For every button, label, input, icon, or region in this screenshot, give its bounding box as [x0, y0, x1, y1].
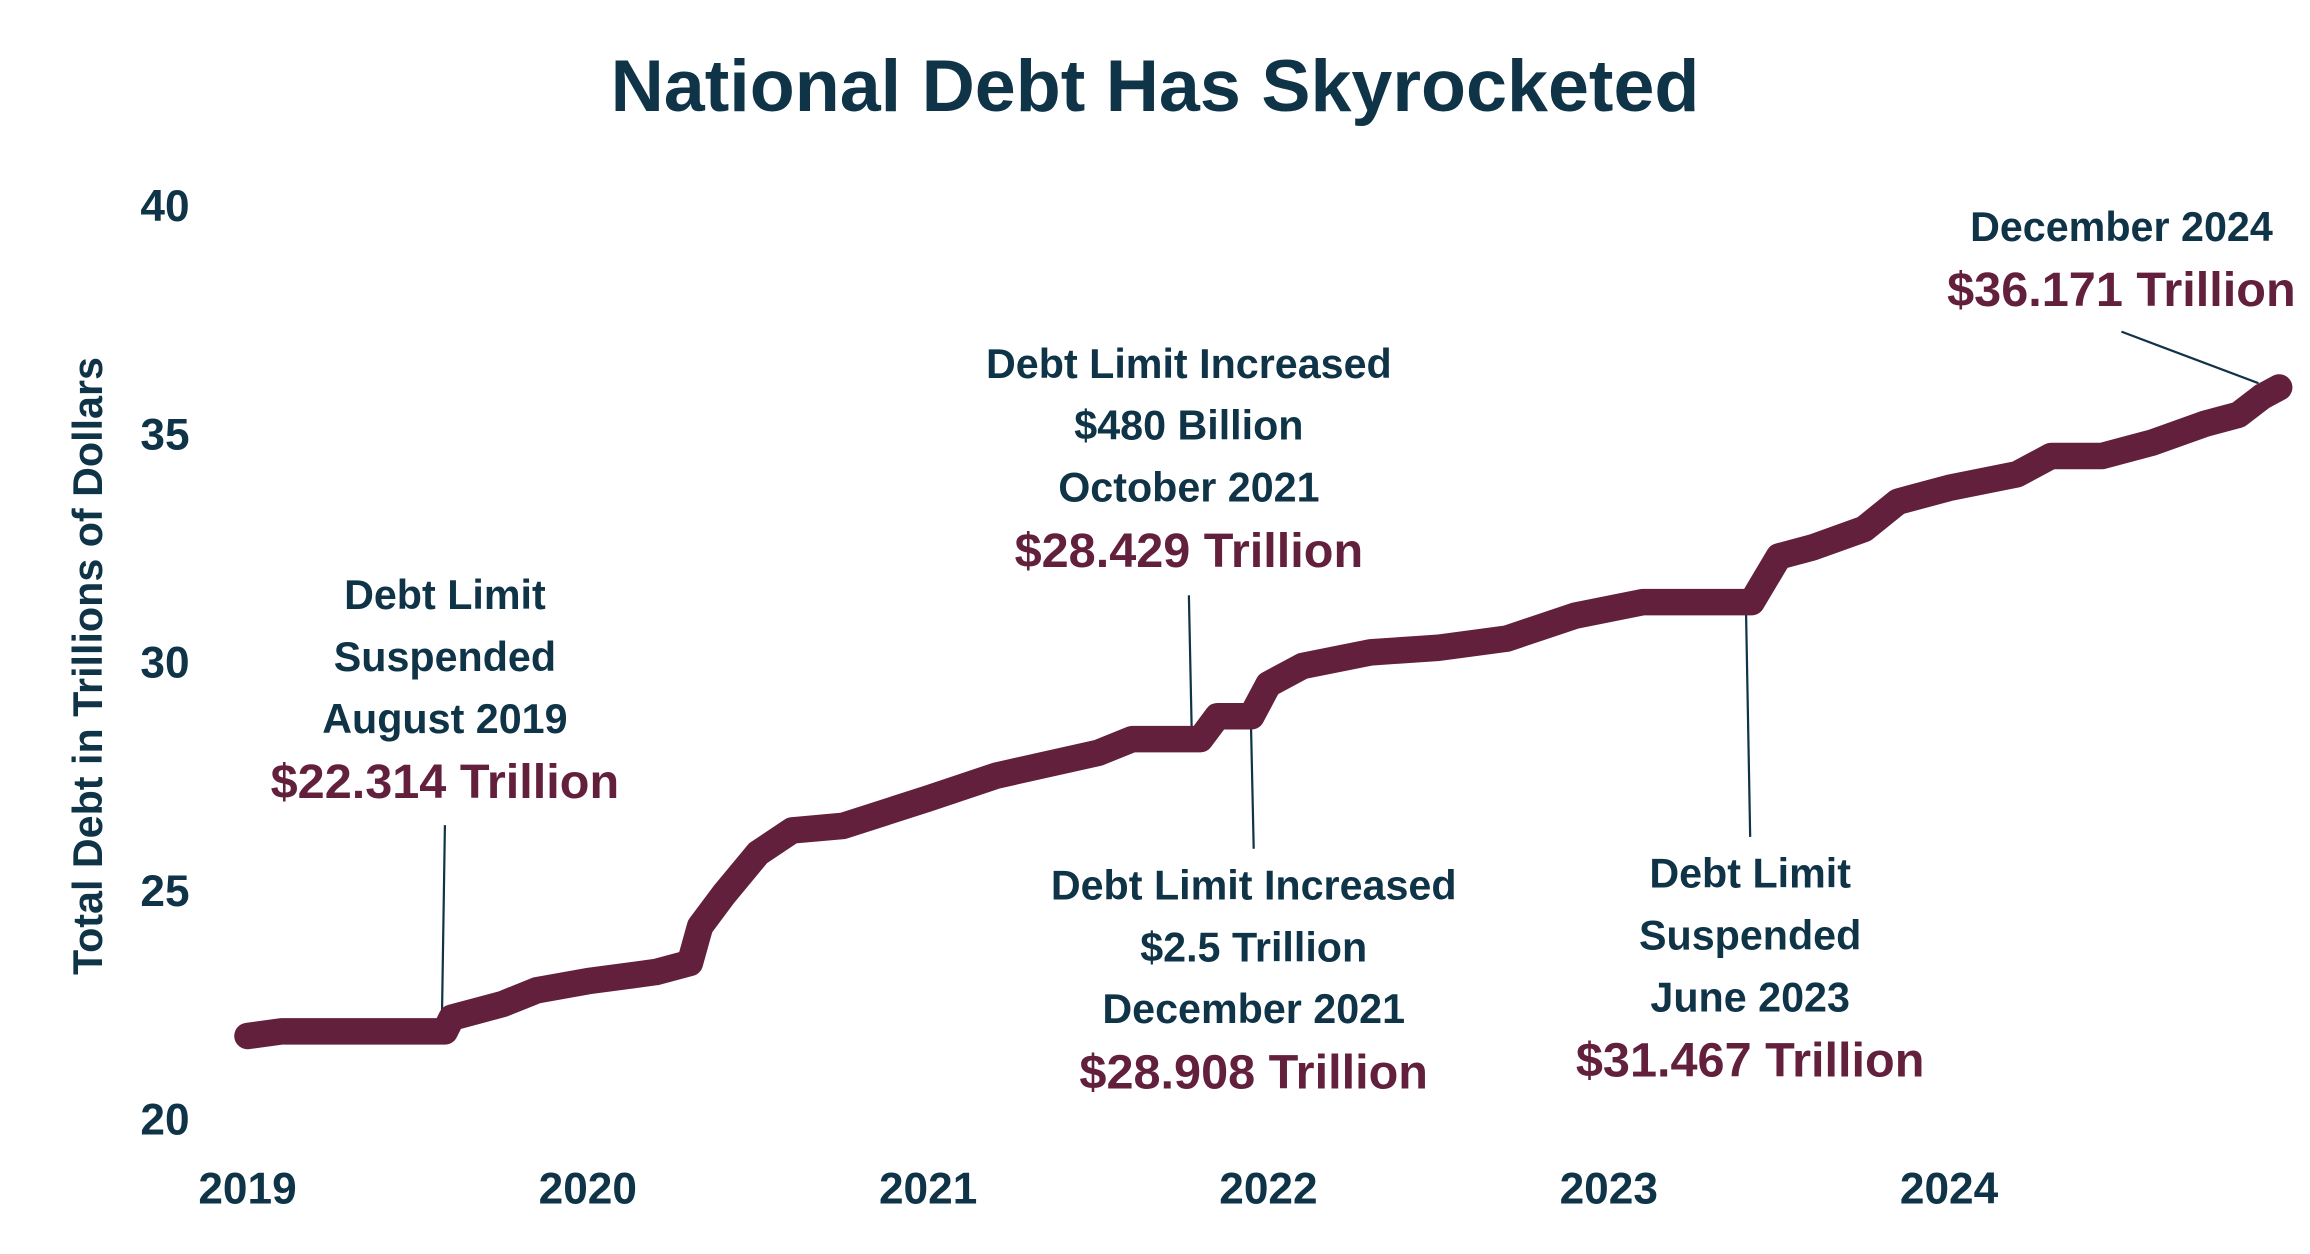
x-tick-label: 2024 [1900, 1165, 1999, 1214]
leader-line [440, 825, 447, 1017]
leader-line [2121, 330, 2259, 385]
annotation-text: Debt Limit Increased [986, 341, 1392, 387]
annotation-text: December 2024 [1970, 204, 2273, 250]
annotation-text: June 2023 [1650, 974, 1850, 1020]
annotation-text: Debt Limit [1649, 851, 1851, 897]
y-tick-label: 40 [140, 182, 189, 231]
annotation-text: $480 Billion [1074, 403, 1303, 449]
annotation-text: December 2021 [1102, 986, 1405, 1032]
leader-line [1187, 595, 1193, 737]
y-tick-label: 20 [140, 1095, 189, 1144]
annotation-amount: $22.314 Trillion [271, 755, 620, 809]
y-tick-label: 25 [140, 867, 189, 916]
x-tick-label: 2020 [539, 1165, 637, 1214]
annotation-amount: $31.467 Trillion [1576, 1034, 1925, 1088]
x-tick-label: 2023 [1560, 1165, 1658, 1214]
annotation-text: Suspended [1639, 912, 1861, 958]
annotation-text: Debt Limit [344, 572, 546, 618]
leader-lines [440, 330, 2259, 1017]
x-tick-label: 2021 [879, 1165, 977, 1214]
y-axis-label: Total Debt in Trillions of Dollars [65, 357, 111, 975]
chart-title: National Debt Has Skyrocketed [611, 44, 1700, 127]
annotation-amount: $28.429 Trillion [1015, 524, 1364, 578]
x-tick-label: 2019 [198, 1165, 296, 1214]
annotation-text: August 2019 [322, 696, 567, 742]
annotation-text: Debt Limit Increased [1051, 862, 1457, 908]
annotation-text: $2.5 Trillion [1140, 924, 1367, 970]
y-tick-label: 35 [140, 410, 189, 459]
annotation-amount: $28.908 Trillion [1079, 1045, 1428, 1099]
annotation-text: October 2021 [1058, 465, 1319, 511]
annotation-amount: $36.171 Trillion [1947, 263, 2296, 317]
x-tick-label: 2022 [1219, 1165, 1317, 1214]
line-series [234, 374, 2293, 1050]
leader-line [1249, 714, 1255, 849]
annotation-text: Suspended [334, 634, 556, 680]
y-tick-label: 30 [140, 639, 189, 688]
leader-line [1744, 596, 1752, 837]
